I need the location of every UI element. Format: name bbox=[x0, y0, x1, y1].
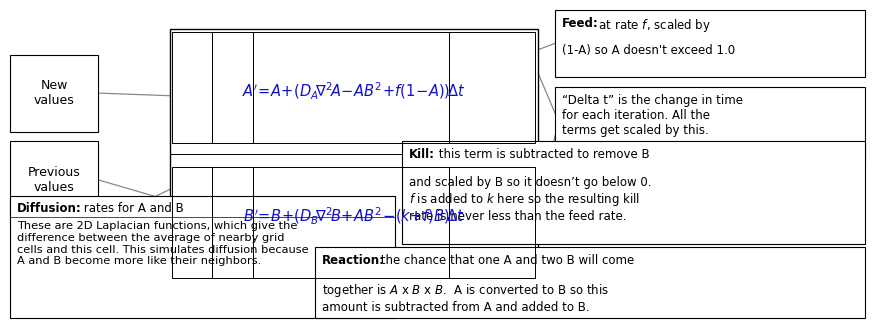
Text: at rate $f$, scaled by: at rate $f$, scaled by bbox=[595, 17, 711, 34]
Text: “Delta t” is the change in time
for each iteration. All the
terms get scaled by : “Delta t” is the change in time for each… bbox=[562, 94, 743, 137]
Text: the chance that one A and two B will come: the chance that one A and two B will com… bbox=[377, 254, 634, 267]
Text: New
values: New values bbox=[34, 79, 74, 107]
Text: Diffusion:: Diffusion: bbox=[17, 202, 81, 215]
Text: and scaled by B so it doesn’t go below 0.
$f$ is added to $k$ here so the result: and scaled by B so it doesn’t go below 0… bbox=[409, 176, 651, 223]
Text: $\mathit{A'\!=\!A\!+\!(D_A\!\nabla^2\!A\!-\!AB^2\!+\!f(1\!-\!A))\!\Delta t}$: $\mathit{A'\!=\!A\!+\!(D_A\!\nabla^2\!A\… bbox=[242, 81, 466, 102]
FancyBboxPatch shape bbox=[402, 141, 865, 244]
Text: Kill:: Kill: bbox=[409, 148, 435, 161]
FancyBboxPatch shape bbox=[555, 87, 865, 162]
Text: Feed:: Feed: bbox=[562, 17, 599, 30]
FancyBboxPatch shape bbox=[10, 141, 98, 218]
Text: Previous
values: Previous values bbox=[28, 166, 80, 194]
FancyBboxPatch shape bbox=[10, 196, 395, 318]
Text: Reaction:: Reaction: bbox=[322, 254, 385, 267]
FancyBboxPatch shape bbox=[315, 247, 865, 318]
FancyBboxPatch shape bbox=[170, 29, 538, 279]
FancyBboxPatch shape bbox=[10, 55, 98, 132]
Text: together is $\mathit{A}$ x $\mathit{B}$ x $\mathit{B}$.  A is converted to B so : together is $\mathit{A}$ x $\mathit{B}$ … bbox=[322, 282, 608, 314]
Text: this term is subtracted to remove B: this term is subtracted to remove B bbox=[435, 148, 650, 161]
Text: These are 2D Laplacian functions, which give the
difference between the average : These are 2D Laplacian functions, which … bbox=[17, 221, 309, 266]
Text: rates for A and B: rates for A and B bbox=[80, 202, 184, 215]
Text: (1-A) so A doesn't exceed 1.0: (1-A) so A doesn't exceed 1.0 bbox=[562, 44, 735, 57]
FancyBboxPatch shape bbox=[555, 10, 865, 77]
Text: $\mathit{B'\!=\!B\!+\!(D_B\!\nabla^2\!B\!+\!AB^2\!-\!(k\!+\!f)B)\!\Delta t}$: $\mathit{B'\!=\!B\!+\!(D_B\!\nabla^2\!B\… bbox=[243, 206, 465, 227]
